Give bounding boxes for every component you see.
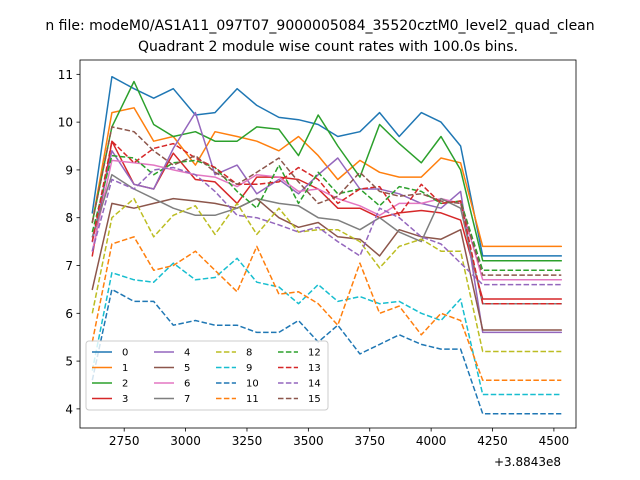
x-tick-label: 3250 bbox=[232, 434, 263, 448]
series-line-11 bbox=[91, 236, 562, 381]
y-tick-label: 8 bbox=[65, 211, 73, 225]
y-tick-label: 11 bbox=[58, 68, 73, 82]
series-line-3 bbox=[91, 140, 563, 300]
series-line-12 bbox=[91, 154, 562, 272]
series-line-9 bbox=[91, 257, 562, 396]
legend-label-2: 2 bbox=[122, 379, 128, 390]
x-tick-label: 4000 bbox=[416, 434, 447, 448]
legend-label-7: 7 bbox=[184, 394, 190, 405]
x-tick-label: 3000 bbox=[170, 434, 201, 448]
series-line-6 bbox=[91, 159, 563, 281]
x-axis-offset-label: +3.8843e8 bbox=[494, 455, 561, 469]
x-tick-label: 4500 bbox=[539, 434, 570, 448]
series-line-8 bbox=[91, 197, 562, 353]
x-tick-label: 3500 bbox=[293, 434, 324, 448]
series-line-13 bbox=[91, 140, 562, 305]
legend-label-11: 11 bbox=[246, 394, 259, 405]
series-line-10 bbox=[91, 288, 562, 415]
legend-label-1: 1 bbox=[122, 363, 128, 374]
series-line-4 bbox=[91, 111, 563, 334]
y-tick-label: 4 bbox=[65, 402, 73, 416]
legend-label-3: 3 bbox=[122, 394, 128, 405]
y-tick-label: 6 bbox=[65, 307, 73, 321]
series-line-15 bbox=[91, 126, 562, 276]
legend-label-13: 13 bbox=[308, 363, 321, 374]
legend-label-12: 12 bbox=[308, 348, 321, 359]
series-line-2 bbox=[91, 80, 563, 262]
legend-label-4: 4 bbox=[184, 348, 190, 359]
legend-label-9: 9 bbox=[246, 363, 252, 374]
y-tick-label: 9 bbox=[65, 163, 73, 177]
x-tick-label: 2750 bbox=[109, 434, 140, 448]
y-tick-label: 5 bbox=[65, 355, 73, 369]
series-line-14 bbox=[91, 166, 562, 286]
legend-box bbox=[85, 340, 329, 411]
y-tick-label: 7 bbox=[65, 259, 73, 273]
x-tick-label: 3750 bbox=[354, 434, 385, 448]
chart-title: Quadrant 2 module wise count rates with … bbox=[138, 39, 518, 55]
series-lines bbox=[91, 75, 563, 415]
series-line-7 bbox=[91, 173, 563, 305]
plot-area: 2750 3000 3250 3500 3750 4000 4250 450045678910… bbox=[58, 59, 577, 448]
legend-label-8: 8 bbox=[246, 348, 252, 359]
x-tick-label: 4250 bbox=[477, 434, 508, 448]
legend-label-14: 14 bbox=[308, 379, 321, 390]
y-tick-label: 10 bbox=[58, 116, 73, 130]
figure-suptitle: n file: modeM0/AS1A11_097T07_9000005084_… bbox=[45, 18, 594, 34]
series-line-1 bbox=[91, 107, 563, 248]
legend-label-5: 5 bbox=[184, 363, 190, 374]
legend-label-15: 15 bbox=[308, 394, 321, 405]
legend-label-6: 6 bbox=[184, 379, 190, 390]
legend-label-10: 10 bbox=[246, 379, 259, 390]
axes-frame bbox=[79, 59, 577, 429]
legend-label-0: 0 bbox=[122, 348, 128, 359]
